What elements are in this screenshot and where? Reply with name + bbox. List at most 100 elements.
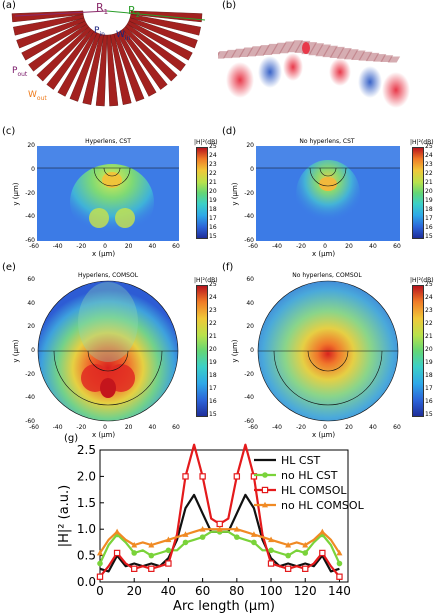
colorbar-tick-label: 15 — [425, 411, 433, 418]
x-tick-label: 0 — [323, 424, 327, 431]
slab-3d — [387, 56, 401, 63]
y-tick-label: -60 — [244, 418, 254, 425]
y-tick-label: 2.0 — [77, 469, 96, 483]
slab — [106, 34, 119, 107]
y-tick-label: 20 — [27, 323, 35, 331]
slab — [126, 20, 193, 61]
slab-3d — [262, 43, 279, 55]
x-tick-label: 60 — [172, 424, 180, 431]
data-point — [302, 541, 309, 548]
colorbar-tick-label: 21 — [425, 179, 433, 186]
colorbar-tick-label: 18 — [209, 372, 217, 379]
y-tick-label: 0 — [31, 165, 35, 173]
y-tick-label: 40 — [246, 299, 254, 307]
x-tick-label: -60 — [29, 243, 39, 250]
slab-3d — [246, 46, 262, 57]
x-axis-label: x (μm) — [312, 250, 336, 258]
pout-label: Pout — [12, 66, 28, 78]
slab — [13, 14, 85, 36]
wout-label: Wout — [28, 90, 47, 102]
data-point — [336, 549, 343, 556]
slab — [113, 32, 145, 102]
panel-a-label: (a) — [2, 0, 16, 11]
radial-slabs — [11, 10, 203, 107]
y-tick-label: -40 — [244, 213, 254, 221]
colorbar-tick-label: 20 — [209, 346, 217, 353]
x-tick-label: 60 — [393, 424, 401, 431]
colorbar-tick-label: 23 — [425, 161, 433, 168]
colorbar-unit-label: |H|²(dB) — [410, 277, 434, 284]
colorbar-tick-label: 18 — [425, 372, 433, 379]
slab-3d — [230, 48, 246, 58]
y-tick-label: 60 — [27, 276, 35, 283]
y-tick-label: -60 — [25, 418, 35, 425]
slab-3d — [287, 40, 304, 53]
slab — [82, 33, 104, 105]
x-tick-label: -20 — [76, 424, 87, 431]
colorbar-tick-label: 24 — [209, 152, 217, 159]
y-tick-label: 0 — [250, 347, 254, 354]
colorbar-unit-label: |H|²(dB) — [410, 139, 434, 146]
colorbar-tick-label: 21 — [209, 179, 217, 186]
x-tick-label: 0 — [103, 424, 107, 431]
y-tick-label: -20 — [25, 370, 35, 378]
slab — [110, 33, 132, 105]
x-tick-label: -60 — [29, 424, 39, 431]
colorbar-tick-label: 16 — [425, 224, 433, 231]
y-tick-label: 20 — [246, 323, 254, 331]
panel-b-label: (b) — [222, 0, 237, 11]
series-hl-comsol — [96, 443, 343, 580]
slab — [21, 20, 88, 61]
colorbar-tick-label: 17 — [209, 215, 217, 222]
y-tick-label: -40 — [244, 394, 254, 402]
data-point — [319, 549, 326, 557]
data-point — [165, 536, 172, 543]
colorbar-tick-label: 18 — [425, 206, 433, 213]
colorbar-tick-label: 17 — [425, 385, 433, 392]
series-no-hl-cst — [97, 529, 343, 567]
x-axis-label: Arc length (μm) — [173, 599, 275, 614]
x-tick-label: -20 — [76, 243, 87, 250]
y-tick-label: 0.0 — [77, 575, 96, 589]
colorbar-tick-label: 15 — [209, 233, 217, 240]
slab-3d — [336, 48, 352, 59]
panel-c-title: Hyperlens, CST — [85, 138, 131, 145]
data-point — [96, 573, 104, 580]
y-axis-label: y (μm) — [12, 339, 20, 363]
slab-3d — [358, 51, 373, 61]
x-tick-label: 0 — [103, 243, 107, 250]
x-tick-label: -40 — [52, 243, 63, 250]
x-tick-label: -20 — [296, 243, 306, 250]
colorbar-tick-label: 21 — [209, 333, 217, 340]
legend: HL CST no HL CST HL COMSOL no HL COMSOL — [254, 454, 365, 512]
colorbar-tick-label: 22 — [425, 320, 433, 327]
x-tick-label: 20 — [345, 424, 353, 431]
data-point — [267, 560, 275, 567]
data-point — [262, 472, 268, 478]
colorbar-e — [196, 285, 208, 417]
data-point — [336, 573, 343, 580]
data-point — [216, 520, 223, 528]
data-point — [234, 534, 240, 540]
colorbar-tick-label: 22 — [425, 170, 433, 177]
data-point — [285, 541, 292, 548]
x-tick-label: 20 — [124, 243, 133, 250]
x-tick-label: 40 — [148, 424, 157, 431]
slab-stack — [218, 40, 401, 63]
x-tick-label: 60 — [172, 243, 180, 250]
y-tick-label: 0.5 — [77, 549, 96, 563]
slab-3d — [308, 43, 325, 56]
pin-label: Pin — [94, 26, 105, 38]
x-tick-label: 140 — [328, 584, 351, 598]
arc-length-line-chart: 0 20 40 60 80 100 120 140 0.0 0.5 1.0 1.5 2.0 2.5 Arc … — [57, 443, 365, 614]
colorbar-tick-label: 19 — [425, 197, 433, 204]
data-point — [182, 539, 189, 546]
colorbar-tick-label: 20 — [209, 188, 217, 195]
x-tick-label: 100 — [260, 584, 283, 598]
panel-e-label: (e) — [2, 262, 16, 273]
x-tick-label: 40 — [369, 424, 377, 431]
legend-label: no HL CST — [281, 469, 338, 482]
x-tick-label: 40 — [161, 584, 176, 598]
colorbar-tick-label: 15 — [425, 233, 433, 240]
panel-e-title: Hyperlens, COMSOL — [77, 272, 139, 279]
